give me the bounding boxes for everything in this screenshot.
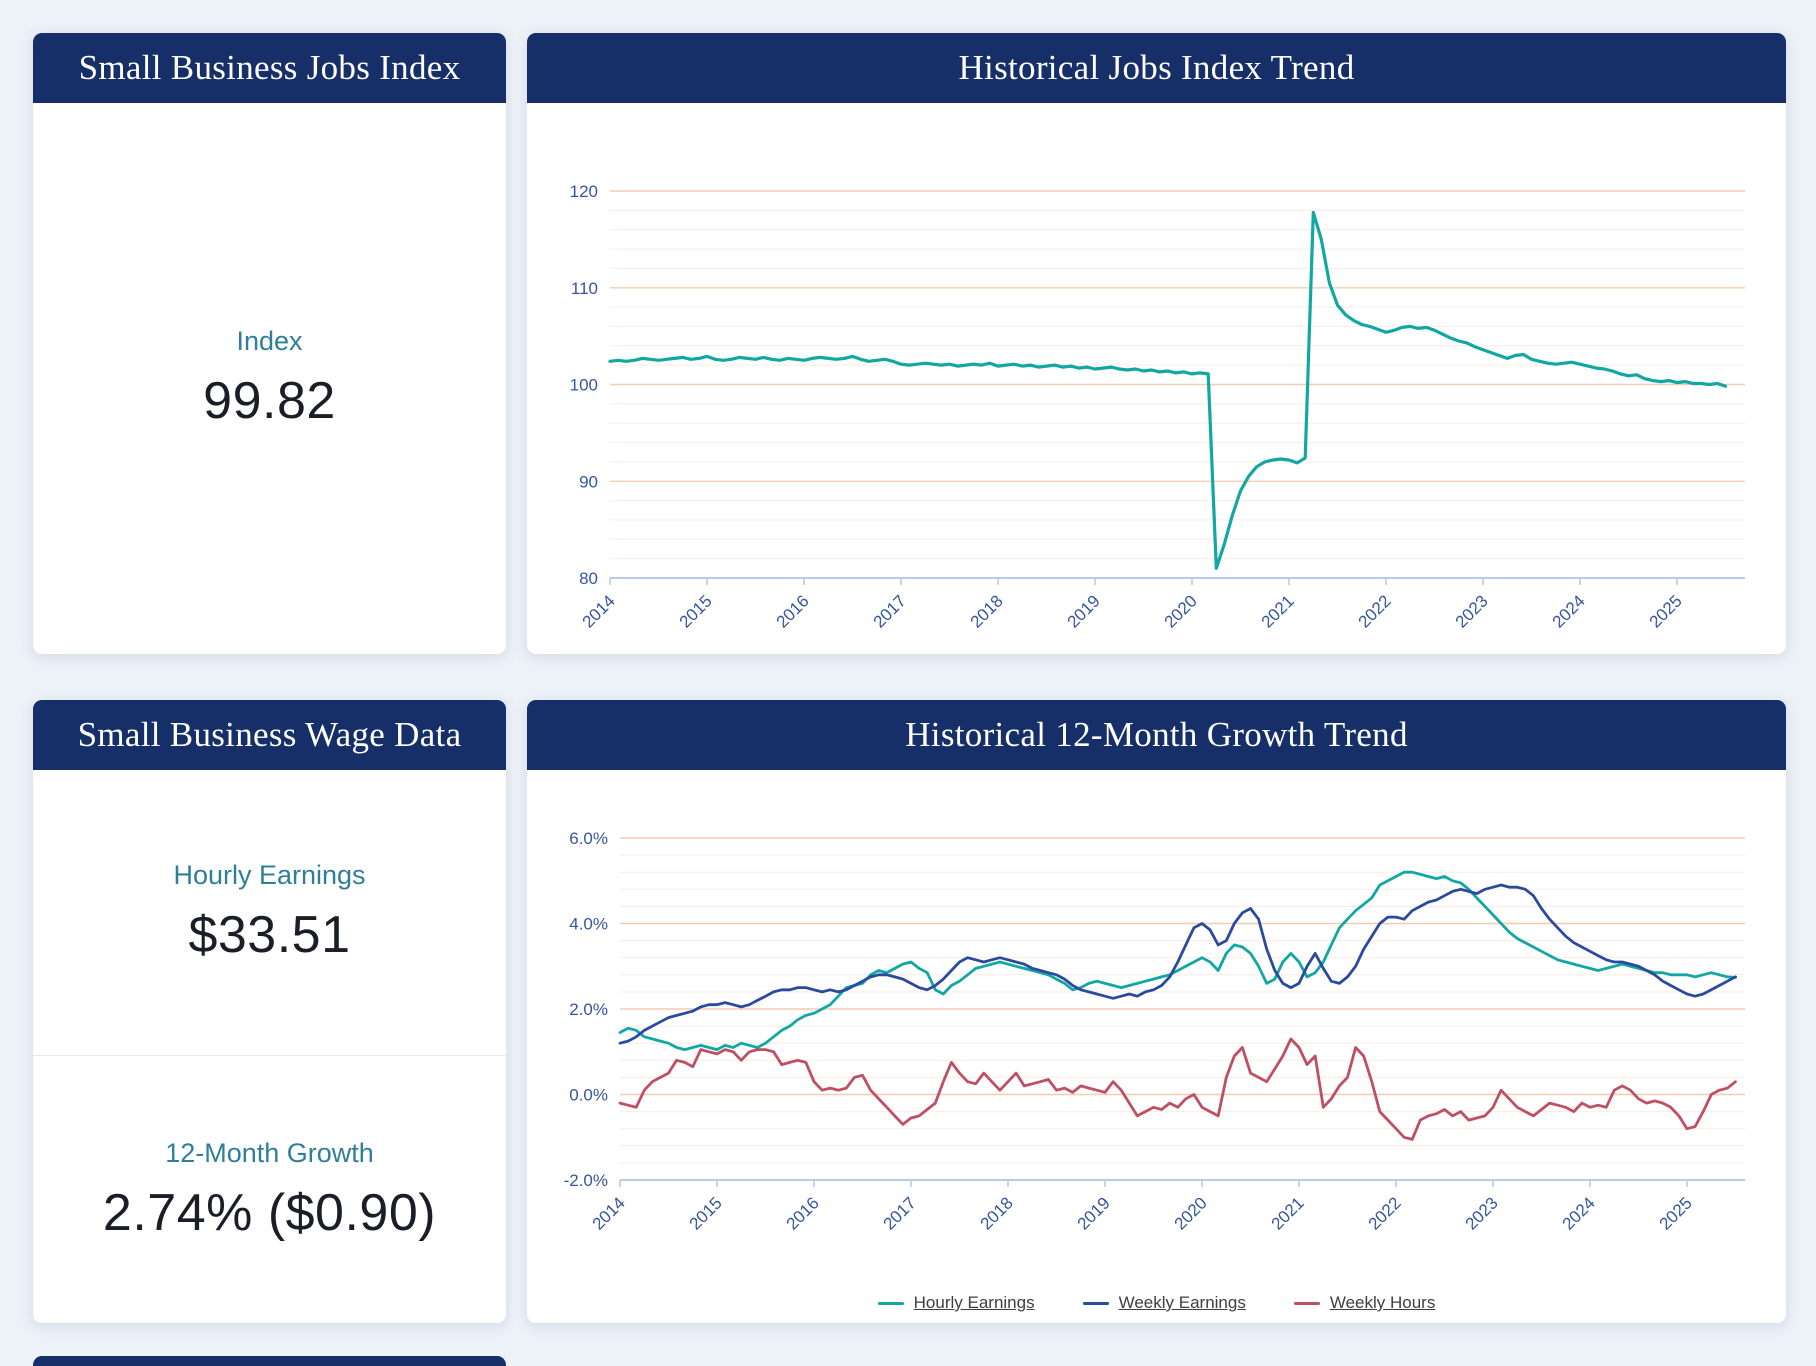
growth-trend-card: Historical 12-Month Growth Trend -2.0% 0.… — [527, 700, 1786, 1323]
legend-item-weekly-earnings[interactable]: Weekly Earnings — [1082, 1293, 1246, 1313]
jobs-trend-card-title: Historical Jobs Index Trend — [527, 33, 1786, 103]
y-axis-tick-label: 90 — [579, 472, 598, 491]
jobs-index-metric-label: Index — [236, 326, 303, 356]
series-line-weekly-earnings — [618, 883, 1737, 1045]
x-axis-tick-label: 2014 — [579, 591, 619, 631]
growth-trend-legend: Hourly Earnings Weekly Earnings Weekly H… — [527, 1281, 1786, 1325]
x-axis-tick-label: 2024 — [1549, 591, 1589, 631]
twelve-month-growth-value: 2.74% ($0.90) — [102, 1183, 437, 1242]
hourly-earnings-label: Hourly Earnings — [173, 860, 366, 890]
y-axis-tick-label: 2.0% — [569, 1000, 608, 1019]
x-axis-tick-label: 2016 — [783, 1193, 823, 1233]
weekly-hours-legend-dash-icon — [1293, 1301, 1320, 1305]
jobs-trend-card: Historical Jobs Index Trend 80 90 100 110 12… — [527, 33, 1786, 654]
jobs-index-metric: Index 99.82 — [33, 103, 506, 654]
x-axis-tick-label: 2018 — [977, 1193, 1017, 1233]
x-axis-tick-label: 2018 — [967, 591, 1007, 631]
x-axis-tick-label: 2023 — [1452, 591, 1492, 631]
hourly-earnings-metric: Hourly Earnings $33.51 — [33, 770, 506, 1055]
x-axis-tick-label: 2020 — [1161, 591, 1201, 631]
x-axis-tick-label: 2020 — [1171, 1193, 1211, 1233]
x-axis-tick-label: 2021 — [1268, 1193, 1308, 1233]
x-axis-tick-label: 2021 — [1258, 591, 1298, 631]
y-axis-tick-label: 0.0% — [569, 1086, 608, 1105]
y-axis-tick-label: 110 — [571, 279, 598, 298]
x-axis-tick-label: 2017 — [870, 591, 910, 631]
x-axis-tick-label: 2019 — [1074, 1193, 1114, 1233]
x-axis-tick-label: 2014 — [589, 1193, 629, 1233]
x-axis-tick-label: 2022 — [1355, 591, 1395, 631]
twelve-month-growth-label: 12-Month Growth — [165, 1137, 374, 1168]
y-axis-tick-label: 120 — [570, 182, 598, 201]
y-axis-tick-label: 6.0% — [569, 829, 608, 848]
series-line-jobs-index — [608, 210, 1728, 570]
x-axis-tick-label: 2017 — [880, 1193, 920, 1233]
x-axis-tick-label: 2015 — [686, 1193, 726, 1233]
jobs-index-card-title: Small Business Jobs Index — [33, 33, 506, 103]
y-axis-tick-label: 100 — [570, 376, 598, 395]
hourly-earnings-legend-dash-icon — [877, 1301, 904, 1305]
legend-item-weekly-hours[interactable]: Weekly Hours — [1293, 1293, 1436, 1313]
x-axis-tick-label: 2024 — [1559, 1193, 1599, 1233]
partial-next-card-header — [33, 1356, 506, 1366]
x-axis-tick-label: 2025 — [1646, 591, 1686, 631]
series-line-hourly-earnings — [618, 870, 1737, 1051]
growth-trend-chart[interactable]: -2.0% 0.0% 2.0% 4.0% 6.0% 2014 2015 2016 2017 201… — [527, 770, 1786, 1270]
y-axis-tick-label: 80 — [579, 569, 598, 588]
x-axis-tick-label: 2023 — [1462, 1193, 1502, 1233]
x-axis-tick-label: 2015 — [676, 591, 716, 631]
x-axis-tick-label: 2016 — [773, 591, 813, 631]
jobs-index-metric-value: 99.82 — [203, 372, 336, 430]
weekly-earnings-legend-label: Weekly Earnings — [1118, 1293, 1246, 1312]
weekly-hours-legend-label: Weekly Hours — [1329, 1293, 1436, 1312]
wage-card-divider — [33, 1055, 506, 1056]
y-axis-tick-label: -2.0% — [564, 1171, 608, 1190]
legend-item-hourly-earnings[interactable]: Hourly Earnings — [877, 1293, 1035, 1313]
wage-data-card-title: Small Business Wage Data — [33, 700, 506, 770]
growth-trend-card-title: Historical 12-Month Growth Trend — [527, 700, 1786, 770]
wage-data-card: Small Business Wage Data Hourly Earnings… — [33, 700, 506, 1323]
series-line-weekly-hours — [618, 1037, 1737, 1141]
hourly-earnings-value: $33.51 — [188, 906, 351, 964]
y-axis-tick-label: 4.0% — [569, 915, 608, 934]
x-axis-tick-label: 2019 — [1064, 591, 1104, 631]
x-axis-tick-label: 2025 — [1656, 1193, 1696, 1233]
x-axis-tick-label: 2022 — [1365, 1193, 1405, 1233]
twelve-month-growth-metric: 12-Month Growth 2.74% ($0.90) — [33, 1056, 506, 1324]
weekly-earnings-legend-dash-icon — [1082, 1301, 1109, 1305]
hourly-earnings-legend-label: Hourly Earnings — [913, 1293, 1035, 1312]
jobs-index-trend-chart[interactable]: 80 90 100 110 120 2014 2015 2016 2017 2018 2019 202… — [527, 103, 1786, 654]
jobs-index-card: Small Business Jobs Index Index 99.82 — [33, 33, 506, 654]
